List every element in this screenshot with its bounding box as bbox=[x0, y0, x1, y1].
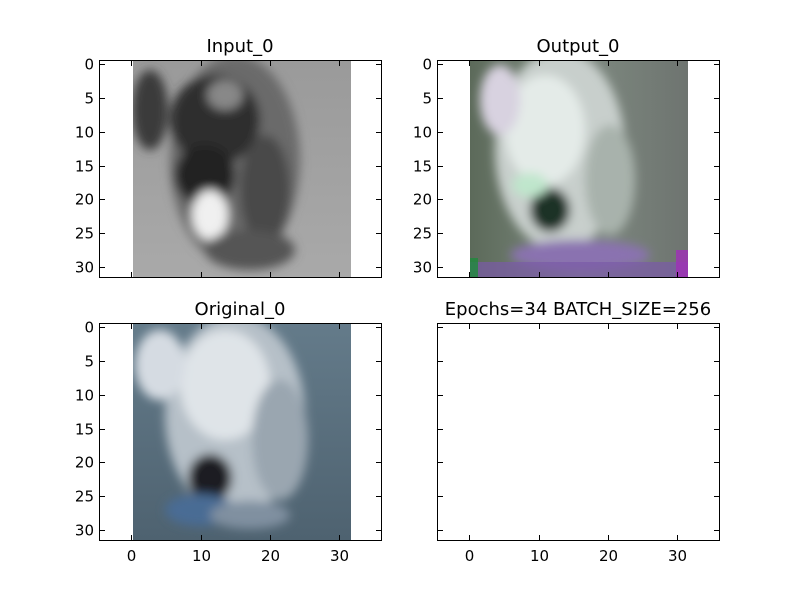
panel-empty: Epochs=34 BATCH_SIZE=256 0 10 20 30 bbox=[437, 299, 720, 565]
output-ytick-label: 5 bbox=[422, 90, 432, 108]
original-ytick-label: 0 bbox=[84, 319, 94, 337]
panel-original: Original_0 0 5 10 15 20 25 30 0 10 20 30 bbox=[75, 299, 382, 565]
input-ytick-label: 20 bbox=[75, 191, 94, 209]
original-ytick-label: 30 bbox=[75, 522, 94, 540]
original-ytick-label: 15 bbox=[75, 421, 94, 439]
empty-title: Epochs=34 BATCH_SIZE=256 bbox=[445, 299, 711, 320]
output-axes-frame bbox=[437, 60, 720, 278]
input-ytick-label: 0 bbox=[84, 56, 94, 74]
original-yticks: 0 5 10 15 20 25 30 bbox=[75, 319, 381, 540]
panel-input: Input_0 0 5 10 15 20 25 30 bbox=[75, 36, 382, 278]
output-xticks bbox=[469, 61, 678, 277]
output-yticks: 0 5 10 15 20 25 30 bbox=[413, 56, 719, 277]
output-ytick-label: 25 bbox=[413, 225, 432, 243]
input-ytick-label: 5 bbox=[84, 90, 94, 108]
input-yticks: 0 5 10 15 20 25 30 bbox=[75, 56, 381, 277]
input-image bbox=[133, 60, 351, 278]
input-ytick-label: 30 bbox=[75, 259, 94, 277]
empty-xtick-label: 10 bbox=[530, 547, 549, 565]
original-xtick-label: 0 bbox=[127, 547, 137, 565]
output-ytick-label: 0 bbox=[422, 56, 432, 74]
original-ytick-label: 20 bbox=[75, 454, 94, 472]
input-axes-frame bbox=[99, 60, 382, 278]
output-ytick-label: 20 bbox=[413, 191, 432, 209]
input-xticks bbox=[131, 61, 340, 277]
empty-xtick-label: 30 bbox=[668, 547, 687, 565]
panel-output: Output_0 0 5 10 15 20 25 30 bbox=[413, 36, 720, 278]
output-image bbox=[470, 60, 688, 278]
output-ytick-label: 15 bbox=[413, 158, 432, 176]
original-image bbox=[133, 323, 351, 541]
empty-yticks bbox=[438, 327, 719, 531]
original-xticks: 0 10 20 30 bbox=[127, 324, 349, 565]
original-title: Original_0 bbox=[195, 299, 286, 320]
input-ytick-label: 25 bbox=[75, 225, 94, 243]
output-ytick-label: 10 bbox=[413, 124, 432, 142]
original-ytick-label: 25 bbox=[75, 488, 94, 506]
original-ytick-label: 5 bbox=[84, 353, 94, 371]
empty-xticks: 0 10 20 30 bbox=[465, 324, 687, 565]
input-ytick-label: 10 bbox=[75, 124, 94, 142]
output-title: Output_0 bbox=[537, 36, 620, 57]
original-axes-frame bbox=[99, 323, 382, 541]
original-xtick-label: 10 bbox=[192, 547, 211, 565]
output-ytick-label: 30 bbox=[413, 259, 432, 277]
input-ytick-label: 15 bbox=[75, 158, 94, 176]
original-ytick-label: 10 bbox=[75, 387, 94, 405]
original-xtick-label: 30 bbox=[330, 547, 349, 565]
input-title: Input_0 bbox=[206, 36, 273, 57]
empty-axes-frame bbox=[437, 323, 720, 541]
empty-xtick-label: 20 bbox=[599, 547, 618, 565]
original-xtick-label: 20 bbox=[261, 547, 280, 565]
empty-xtick-label: 0 bbox=[465, 547, 475, 565]
